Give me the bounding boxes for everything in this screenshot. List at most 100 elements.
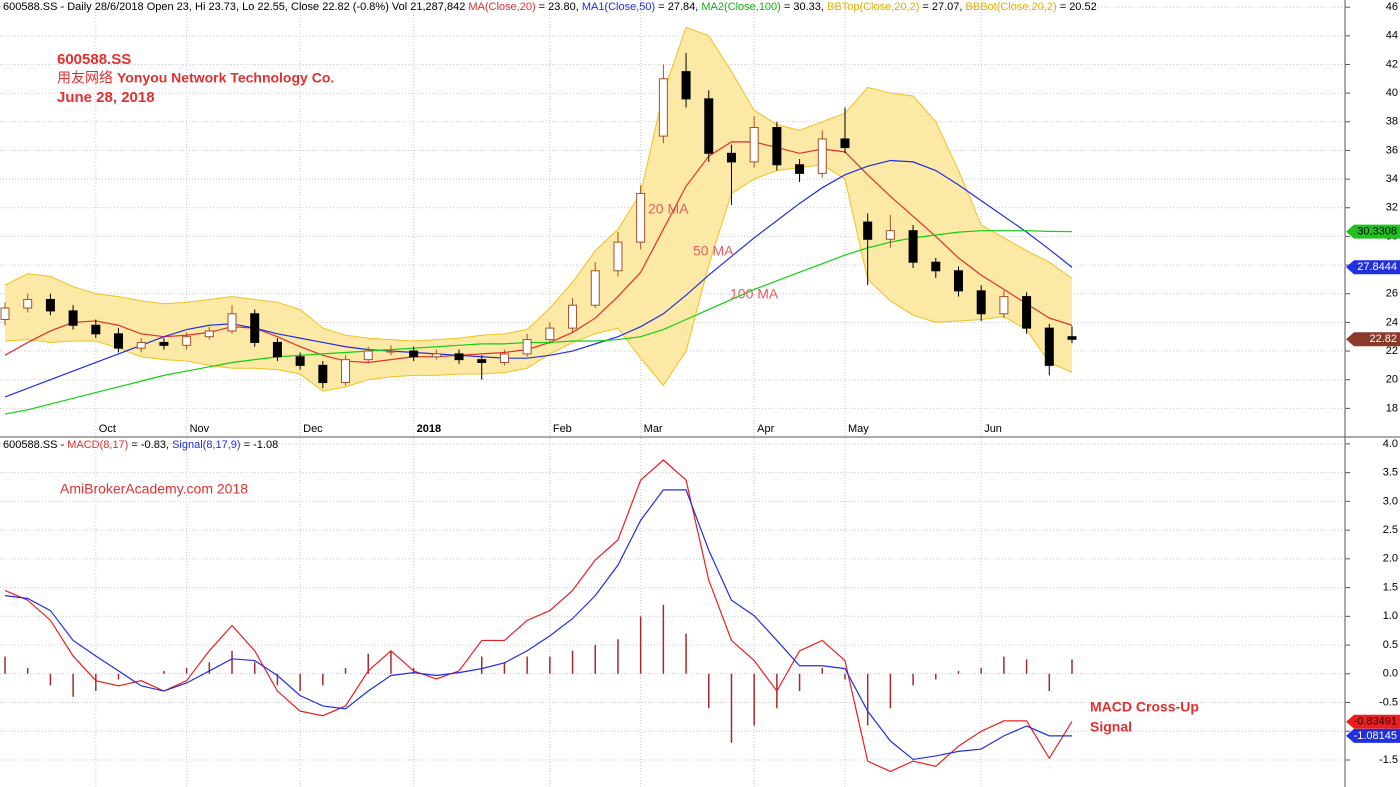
candle-body [23,298,33,309]
header-part: = 30.33, [781,1,827,13]
x-tick-label: Oct [99,423,116,435]
panel-header: 600588.SS - Daily 28/6/2018 Open 23, Hi … [3,1,1097,13]
candle-body [295,356,305,366]
last-value-label: -0.83491 [1354,716,1397,728]
y-tick-label: 3.5 [1383,467,1398,479]
x-tick-label: Mar [644,423,663,435]
candle-body [454,353,464,361]
y-tick-label: 46 [1386,1,1398,13]
macd-line [4,489,1072,761]
candle-body [250,313,260,343]
candle-body [636,192,646,243]
candle-body [931,261,941,272]
header-part: 600588.SS - Daily 28/6/2018 Open 23, Hi … [3,1,468,13]
bollinger-band [5,27,1072,392]
candle-body [1067,336,1077,340]
annotation: 20 MA [648,201,689,217]
candle-body [681,71,691,100]
candle-body [341,359,351,384]
candle-body [522,339,532,355]
annotation: June 28, 2018 [57,89,155,106]
y-tick-label: 42 [1386,58,1398,70]
x-tick-label: Jun [984,423,1002,435]
candle-body [386,350,396,353]
candle-body [409,350,419,358]
candle-body [840,138,850,149]
y-tick-label: 32 [1386,202,1398,214]
y-tick-label: 1.0 [1383,610,1398,622]
candle-body [136,341,146,349]
last-value-box [1346,224,1400,239]
header-part: MA(Close,20) [468,1,535,13]
y-tick-label: 36 [1386,144,1398,156]
candle-body [908,230,918,263]
bb-bottom [4,164,1073,392]
last-value-box [1346,260,1400,275]
candle-body [1044,327,1054,366]
y-tick-label: 18 [1386,402,1398,414]
x-tick-label: May [848,423,869,435]
x-tick-label: Nov [190,423,210,435]
candle-body [477,359,487,363]
header-part: BBBot(Close,20,2) [966,1,1057,13]
last-value-label: -1.08145 [1354,730,1397,742]
last-value-box [1346,728,1400,743]
last-value-box [1346,332,1400,347]
header-part: MA2(Close,100) [701,1,780,13]
header-part: = 27.07, [919,1,965,13]
y-tick-label: 2.0 [1383,553,1398,565]
candle-body [885,230,895,240]
moving-average [4,230,1073,415]
y-tick-label: 38 [1386,116,1398,128]
candle-body [726,152,736,163]
header-part: = 23.80, [536,1,582,13]
last-value-label: 22.82 [1369,333,1397,345]
candle-body [772,127,782,166]
last-value-label: 27.8444 [1357,261,1397,273]
candle-body [227,313,237,332]
candle-body [0,307,10,321]
candle-body [953,270,963,292]
y-tick-label: -1.5 [1379,754,1398,766]
candle-body [749,127,759,163]
macd-line [4,459,1073,773]
header-part: 600588.SS - [3,439,67,451]
candle-body [91,324,101,335]
header-part: = 27.84, [655,1,701,13]
header-part: = -0.83, [128,439,172,451]
candle-body [182,336,192,346]
x-tick-label: Dec [303,423,323,435]
y-tick-label: -0.5 [1379,696,1398,708]
y-tick-label: 40 [1386,87,1398,99]
y-tick-label: 24 [1386,316,1398,328]
y-tick-label: 3.0 [1383,495,1398,507]
header-part: MA1(Close,50) [582,1,655,13]
annotation: 用友网络 [57,70,113,86]
candle-body [863,221,873,240]
y-tick-label: 26 [1386,288,1398,300]
bb-top [4,26,1073,342]
header-part: = -1.08 [241,439,279,451]
candle-body [204,330,214,338]
annotation: 50 MA [693,243,734,259]
candle-body [795,164,805,174]
annotation: MACD Cross-Up [1090,699,1199,715]
header-part: MACD(8,17) [67,439,128,451]
moving-average [4,141,1073,364]
candle-body [159,341,169,346]
candle-body [431,353,441,358]
last-value-box [1346,714,1400,729]
y-tick-label: 0.5 [1383,639,1398,651]
y-tick-label: 2.5 [1383,524,1398,536]
annotation: Signal [1090,719,1132,735]
candle-body [1022,296,1032,329]
candle-body [545,327,555,341]
y-tick-label: 22 [1386,345,1398,357]
y-tick-label: 34 [1386,173,1398,185]
candle-body [318,364,328,384]
annotation: Yonyou Network Technology Co. [117,70,334,86]
x-tick-label: 2018 [417,423,441,435]
x-tick-label: Feb [553,423,572,435]
annotation: 600588.SS [57,51,131,68]
